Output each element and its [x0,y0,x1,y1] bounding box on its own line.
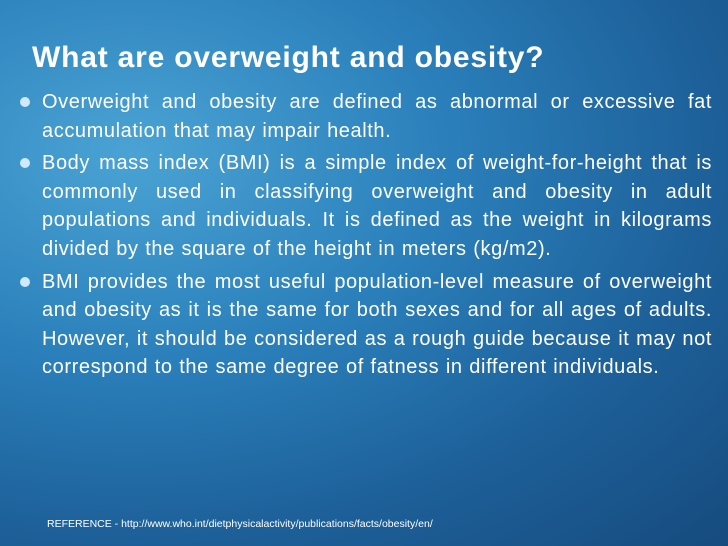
slide-title: What are overweight and obesity? [32,41,545,74]
bullet-list: Overweight and obesity are defined as ab… [20,88,712,386]
bullet-text: BMI provides the most useful population-… [42,270,712,379]
bullet-dot-icon [20,97,30,107]
bullet-item: Body mass index (BMI) is a simple index … [20,149,712,263]
reference-text: REFERENCE - http://www.who.int/dietphysi… [47,518,433,530]
bullet-text: Body mass index (BMI) is a simple index … [42,152,712,260]
bullet-text: Overweight and obesity are defined as ab… [42,91,712,142]
bullet-item: Overweight and obesity are defined as ab… [20,88,712,145]
bullet-dot-icon [20,276,30,287]
bullet-item: BMI provides the most useful population-… [20,268,712,382]
bullet-dot-icon [20,158,30,169]
